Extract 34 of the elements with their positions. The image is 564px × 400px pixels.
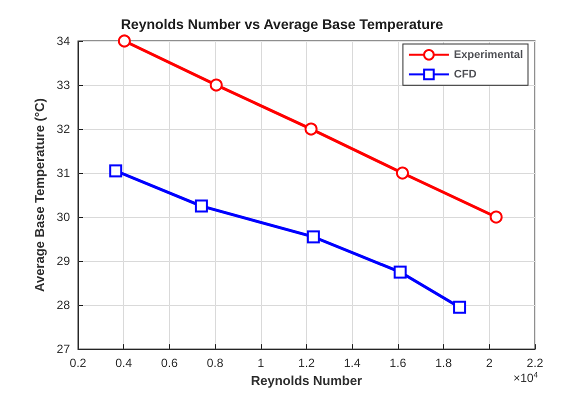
x-tick-label: 1.6 [390, 356, 407, 370]
x-tick-label: 2 [486, 356, 493, 370]
y-tick-label: 29 [56, 254, 70, 268]
x-tick-label: 0.4 [115, 356, 132, 370]
point [304, 122, 318, 136]
x-tick-label: 1.8 [435, 356, 452, 370]
point [210, 78, 223, 92]
point [394, 266, 407, 279]
x-tick-label: 2.2 [526, 356, 544, 370]
y-axis-title: Average Base Temperature (°C) [32, 98, 47, 292]
point [453, 300, 466, 314]
point [396, 166, 409, 180]
x-tick-label: 1.4 [344, 356, 361, 370]
legend-label: Experimental [454, 48, 524, 61]
x-axis-title: Reynolds Number [250, 373, 362, 388]
x-tick-label: 0.6 [161, 356, 178, 370]
y-tick-label: 33 [56, 78, 70, 92]
y-tick-label: 34 [56, 34, 70, 48]
y-tick-label: 27 [56, 342, 70, 356]
point [306, 230, 320, 244]
point [109, 164, 122, 178]
chart-title: Reynolds Number vs Average Base Temperature [120, 16, 444, 32]
y-tick-label: 32 [56, 122, 70, 136]
x-tick-label: 0.2 [70, 356, 87, 370]
y-tick-label: 30 [56, 210, 70, 224]
y-tick-label: 31 [56, 166, 70, 180]
x-tick-label: 1 [257, 356, 264, 370]
point [490, 210, 503, 224]
x-tick-label: 0.8 [206, 356, 224, 370]
x-tick-label: 1.2 [298, 356, 316, 370]
point [194, 200, 208, 213]
point [118, 34, 131, 48]
legend-label: CFD [454, 68, 477, 80]
y-tick-label: 28 [56, 298, 70, 312]
